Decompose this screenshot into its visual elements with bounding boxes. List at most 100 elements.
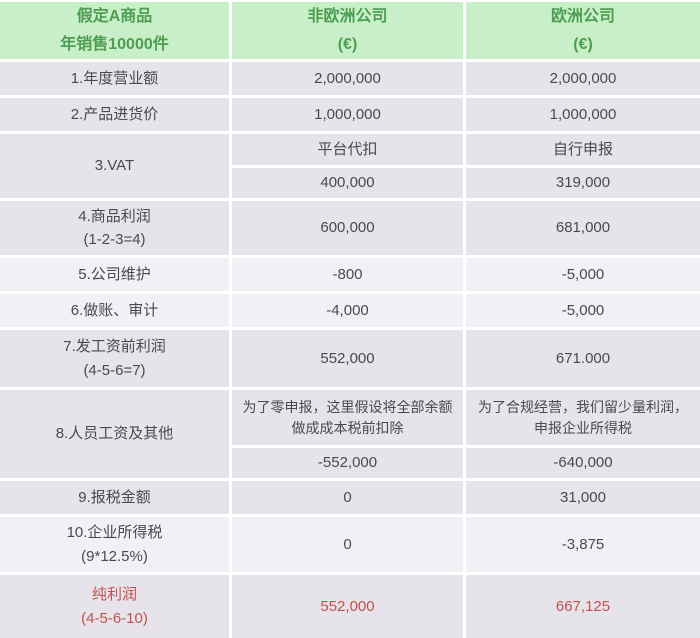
eu-value-cell: 31,000 — [466, 481, 700, 514]
eu-note: 为了合规经营，我们留少量利润，申报企业所得税 — [478, 398, 688, 436]
table-row-annual-revenue: 1.年度营业额 2,000,000 2,000,000 — [0, 62, 700, 95]
eu-value-cell: -5,000 — [466, 258, 700, 291]
eu-note: 自行申报 — [552, 140, 613, 158]
header-eu-currency: (€) — [573, 35, 593, 53]
eu-value-cell: -640,000 — [466, 448, 700, 478]
eu-value: 681,000 — [555, 219, 611, 237]
row-label-cell: 10.企业所得税 (9*12.5%) — [0, 517, 229, 572]
non-eu-note-cell: 为了零申报，这里假设将全部余额做成成本税前扣除 — [232, 390, 463, 446]
eu-value-cell: -5,000 — [466, 294, 700, 327]
non-eu-note: 平台代扣 — [317, 140, 378, 158]
eu-value: 2,000,000 — [549, 69, 617, 87]
non-eu-value: 2,000,000 — [314, 69, 381, 87]
non-eu-value: 552,000 — [320, 597, 375, 615]
eu-value: -5,000 — [561, 301, 605, 319]
row-label-cell: 3.VAT — [0, 134, 229, 198]
table-row-declared-tax-amount: 9.报税金额 0 31,000 — [0, 481, 700, 514]
table-row-bookkeeping-audit: 6.做账、审计 -4,000 -5,000 — [0, 294, 700, 327]
header-non-eu-company-cell: 非欧洲公司 (€) — [232, 2, 463, 59]
table-row-net-profit: 纯利润 (4-5-6-10) 552,000 667,125 — [0, 575, 700, 638]
eu-value: -5,000 — [561, 265, 605, 283]
non-eu-value-cell: -552,000 — [232, 448, 463, 478]
non-eu-value-cell: 552,000 — [232, 575, 463, 638]
eu-value: 319,000 — [555, 174, 611, 192]
non-eu-note: 为了零申报，这里假设将全部余额做成成本税前扣除 — [242, 398, 453, 436]
eu-split-cell: 自行申报 319,000 — [466, 134, 700, 198]
header-scenario-cell: 假定A商品 年销售10000件 — [0, 2, 229, 59]
row-label: 10.企业所得税 — [66, 524, 163, 542]
eu-value: 671.000 — [555, 349, 611, 367]
non-eu-value-cell: 2,000,000 — [232, 62, 463, 95]
table-row-corporate-income-tax: 10.企业所得税 (9*12.5%) 0 -3,875 — [0, 517, 700, 572]
non-eu-value: -552,000 — [317, 454, 378, 472]
row-label-cell: 2.产品进货价 — [0, 98, 229, 131]
row-label: 5.公司维护 — [78, 265, 151, 283]
header-eu-title: 欧洲公司 — [550, 8, 615, 26]
eu-split-cell: 为了合规经营，我们留少量利润，申报企业所得税 -640,000 — [466, 390, 700, 478]
eu-value-cell: -3,875 — [466, 517, 700, 572]
non-eu-value: 0 — [343, 535, 352, 553]
non-eu-value-cell: 400,000 — [232, 167, 463, 198]
table-row-product-profit: 4.商品利润 (1-2-3=4) 600,000 681,000 — [0, 201, 700, 255]
header-non-eu-currency: (€) — [337, 35, 358, 53]
non-eu-split-cell: 平台代扣 400,000 — [232, 134, 463, 198]
eu-value: 31,000 — [560, 488, 606, 506]
row-label: 7.发工资前利润 — [63, 338, 166, 356]
row-label-cell: 9.报税金额 — [0, 481, 229, 514]
row-label-cell: 8.人员工资及其他 — [0, 390, 229, 478]
table-row-staff-wages-other: 8.人员工资及其他 为了零申报，这里假设将全部余额做成成本税前扣除 -552,0… — [0, 390, 700, 478]
non-eu-note-cell: 平台代扣 — [232, 134, 463, 165]
eu-value: 1,000,000 — [549, 105, 617, 123]
row-label: 纯利润 — [91, 586, 137, 604]
non-eu-value: 400,000 — [320, 174, 375, 192]
eu-note-cell: 为了合规经营，我们留少量利润，申报企业所得税 — [466, 390, 700, 446]
row-label-cell: 6.做账、审计 — [0, 294, 229, 327]
row-label-cell: 4.商品利润 (1-2-3=4) — [0, 201, 229, 255]
non-eu-value-cell: 600,000 — [232, 201, 463, 255]
non-eu-split-cell: 为了零申报，这里假设将全部余额做成成本税前扣除 -552,000 — [232, 390, 463, 478]
non-eu-value: -4,000 — [326, 301, 369, 319]
eu-value-cell: 667,125 — [466, 575, 700, 638]
table-header-row: 假定A商品 年销售10000件 非欧洲公司 (€) 欧洲公司 (€) — [0, 2, 700, 59]
header-scenario-line2: 年销售10000件 — [60, 35, 169, 53]
header-scenario-line1: 假定A商品 — [76, 8, 153, 26]
row-label-cell: 1.年度营业额 — [0, 62, 229, 95]
row-formula: (4-5-6=7) — [83, 361, 146, 379]
non-eu-value: 600,000 — [320, 219, 375, 237]
table-row-vat: 3.VAT 平台代扣 400,000 自行申报 319,000 — [0, 134, 700, 198]
non-eu-value: -800 — [332, 265, 363, 283]
row-label: 1.年度营业额 — [70, 69, 159, 87]
table-row-profit-before-wages: 7.发工资前利润 (4-5-6=7) 552,000 671.000 — [0, 330, 700, 387]
row-label: 9.报税金额 — [78, 488, 151, 506]
eu-value-cell: 319,000 — [466, 167, 700, 198]
row-label: 6.做账、审计 — [70, 301, 159, 319]
non-eu-value-cell: 0 — [232, 481, 463, 514]
row-label-cell: 5.公司维护 — [0, 258, 229, 291]
eu-value-cell: 1,000,000 — [466, 98, 700, 131]
non-eu-value-cell: 1,000,000 — [232, 98, 463, 131]
eu-value: -640,000 — [553, 454, 613, 472]
eu-value-cell: 2,000,000 — [466, 62, 700, 95]
non-eu-value: 552,000 — [320, 349, 375, 367]
non-eu-value-cell: -4,000 — [232, 294, 463, 327]
header-non-eu-title: 非欧洲公司 — [307, 8, 388, 26]
row-label: 4.商品利润 — [78, 207, 151, 225]
header-eu-company-cell: 欧洲公司 (€) — [466, 2, 700, 59]
eu-value: 667,125 — [555, 597, 611, 615]
eu-value: -3,875 — [561, 535, 605, 553]
table-row-purchase-price: 2.产品进货价 1,000,000 1,000,000 — [0, 98, 700, 131]
non-eu-value-cell: -800 — [232, 258, 463, 291]
eu-value-cell: 671.000 — [466, 330, 700, 387]
non-eu-value-cell: 0 — [232, 517, 463, 572]
row-label: 3.VAT — [94, 157, 135, 175]
row-formula: (1-2-3=4) — [83, 231, 146, 248]
row-label: 2.产品进货价 — [70, 105, 159, 123]
eu-value-cell: 681,000 — [466, 201, 700, 255]
row-formula: (9*12.5%) — [81, 547, 148, 565]
non-eu-value-cell: 552,000 — [232, 330, 463, 387]
row-label: 8.人员工资及其他 — [55, 425, 174, 443]
eu-note-cell: 自行申报 — [466, 134, 700, 165]
non-eu-value: 1,000,000 — [314, 105, 381, 123]
non-eu-value: 0 — [343, 488, 352, 506]
